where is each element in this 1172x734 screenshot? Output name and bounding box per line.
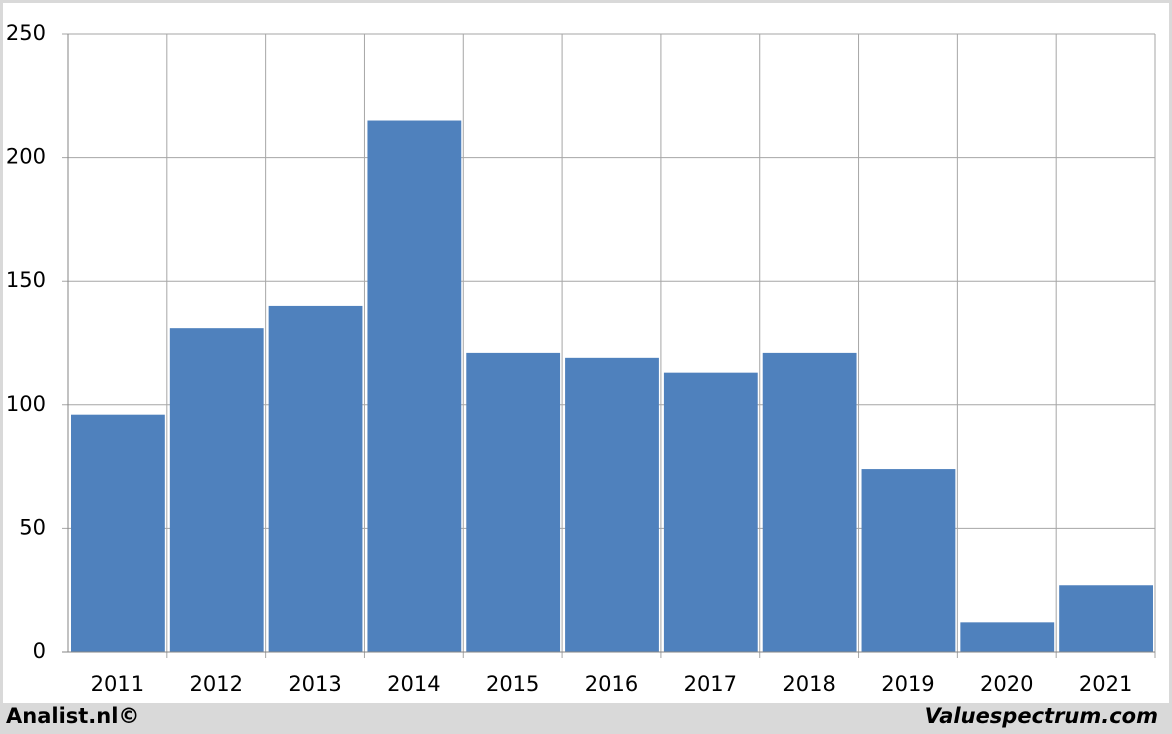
x-tick-label: 2018	[782, 672, 835, 696]
y-tick-label: 150	[6, 268, 46, 292]
y-tick-label: 250	[6, 21, 46, 45]
x-tick-label: 2016	[585, 672, 638, 696]
bar	[762, 352, 857, 652]
x-tick-label: 2013	[288, 672, 341, 696]
x-tick-label: 2020	[980, 672, 1033, 696]
y-tick-label: 200	[6, 145, 46, 169]
bar	[861, 469, 956, 652]
bar	[466, 352, 561, 652]
bar	[71, 414, 165, 652]
bar	[663, 372, 758, 652]
x-tick-label: 2012	[190, 672, 243, 696]
x-tick-label: 2015	[486, 672, 539, 696]
x-tick-label: 2019	[881, 672, 934, 696]
footer-right: Valuespectrum.com	[925, 704, 1158, 728]
y-tick-label: 0	[33, 639, 46, 663]
footer-left: Analist.nl©	[6, 704, 139, 728]
bar	[1059, 585, 1153, 652]
y-tick-label: 100	[6, 392, 46, 416]
x-tick-label: 2017	[684, 672, 737, 696]
bar	[960, 622, 1055, 652]
bar	[268, 305, 363, 652]
x-tick-label: 2011	[91, 672, 144, 696]
x-tick-label: 2021	[1079, 672, 1132, 696]
y-tick-label: 50	[19, 515, 46, 539]
bar	[169, 328, 264, 652]
bar	[565, 357, 659, 652]
x-tick-label: 2014	[387, 672, 440, 696]
bar	[367, 120, 462, 652]
